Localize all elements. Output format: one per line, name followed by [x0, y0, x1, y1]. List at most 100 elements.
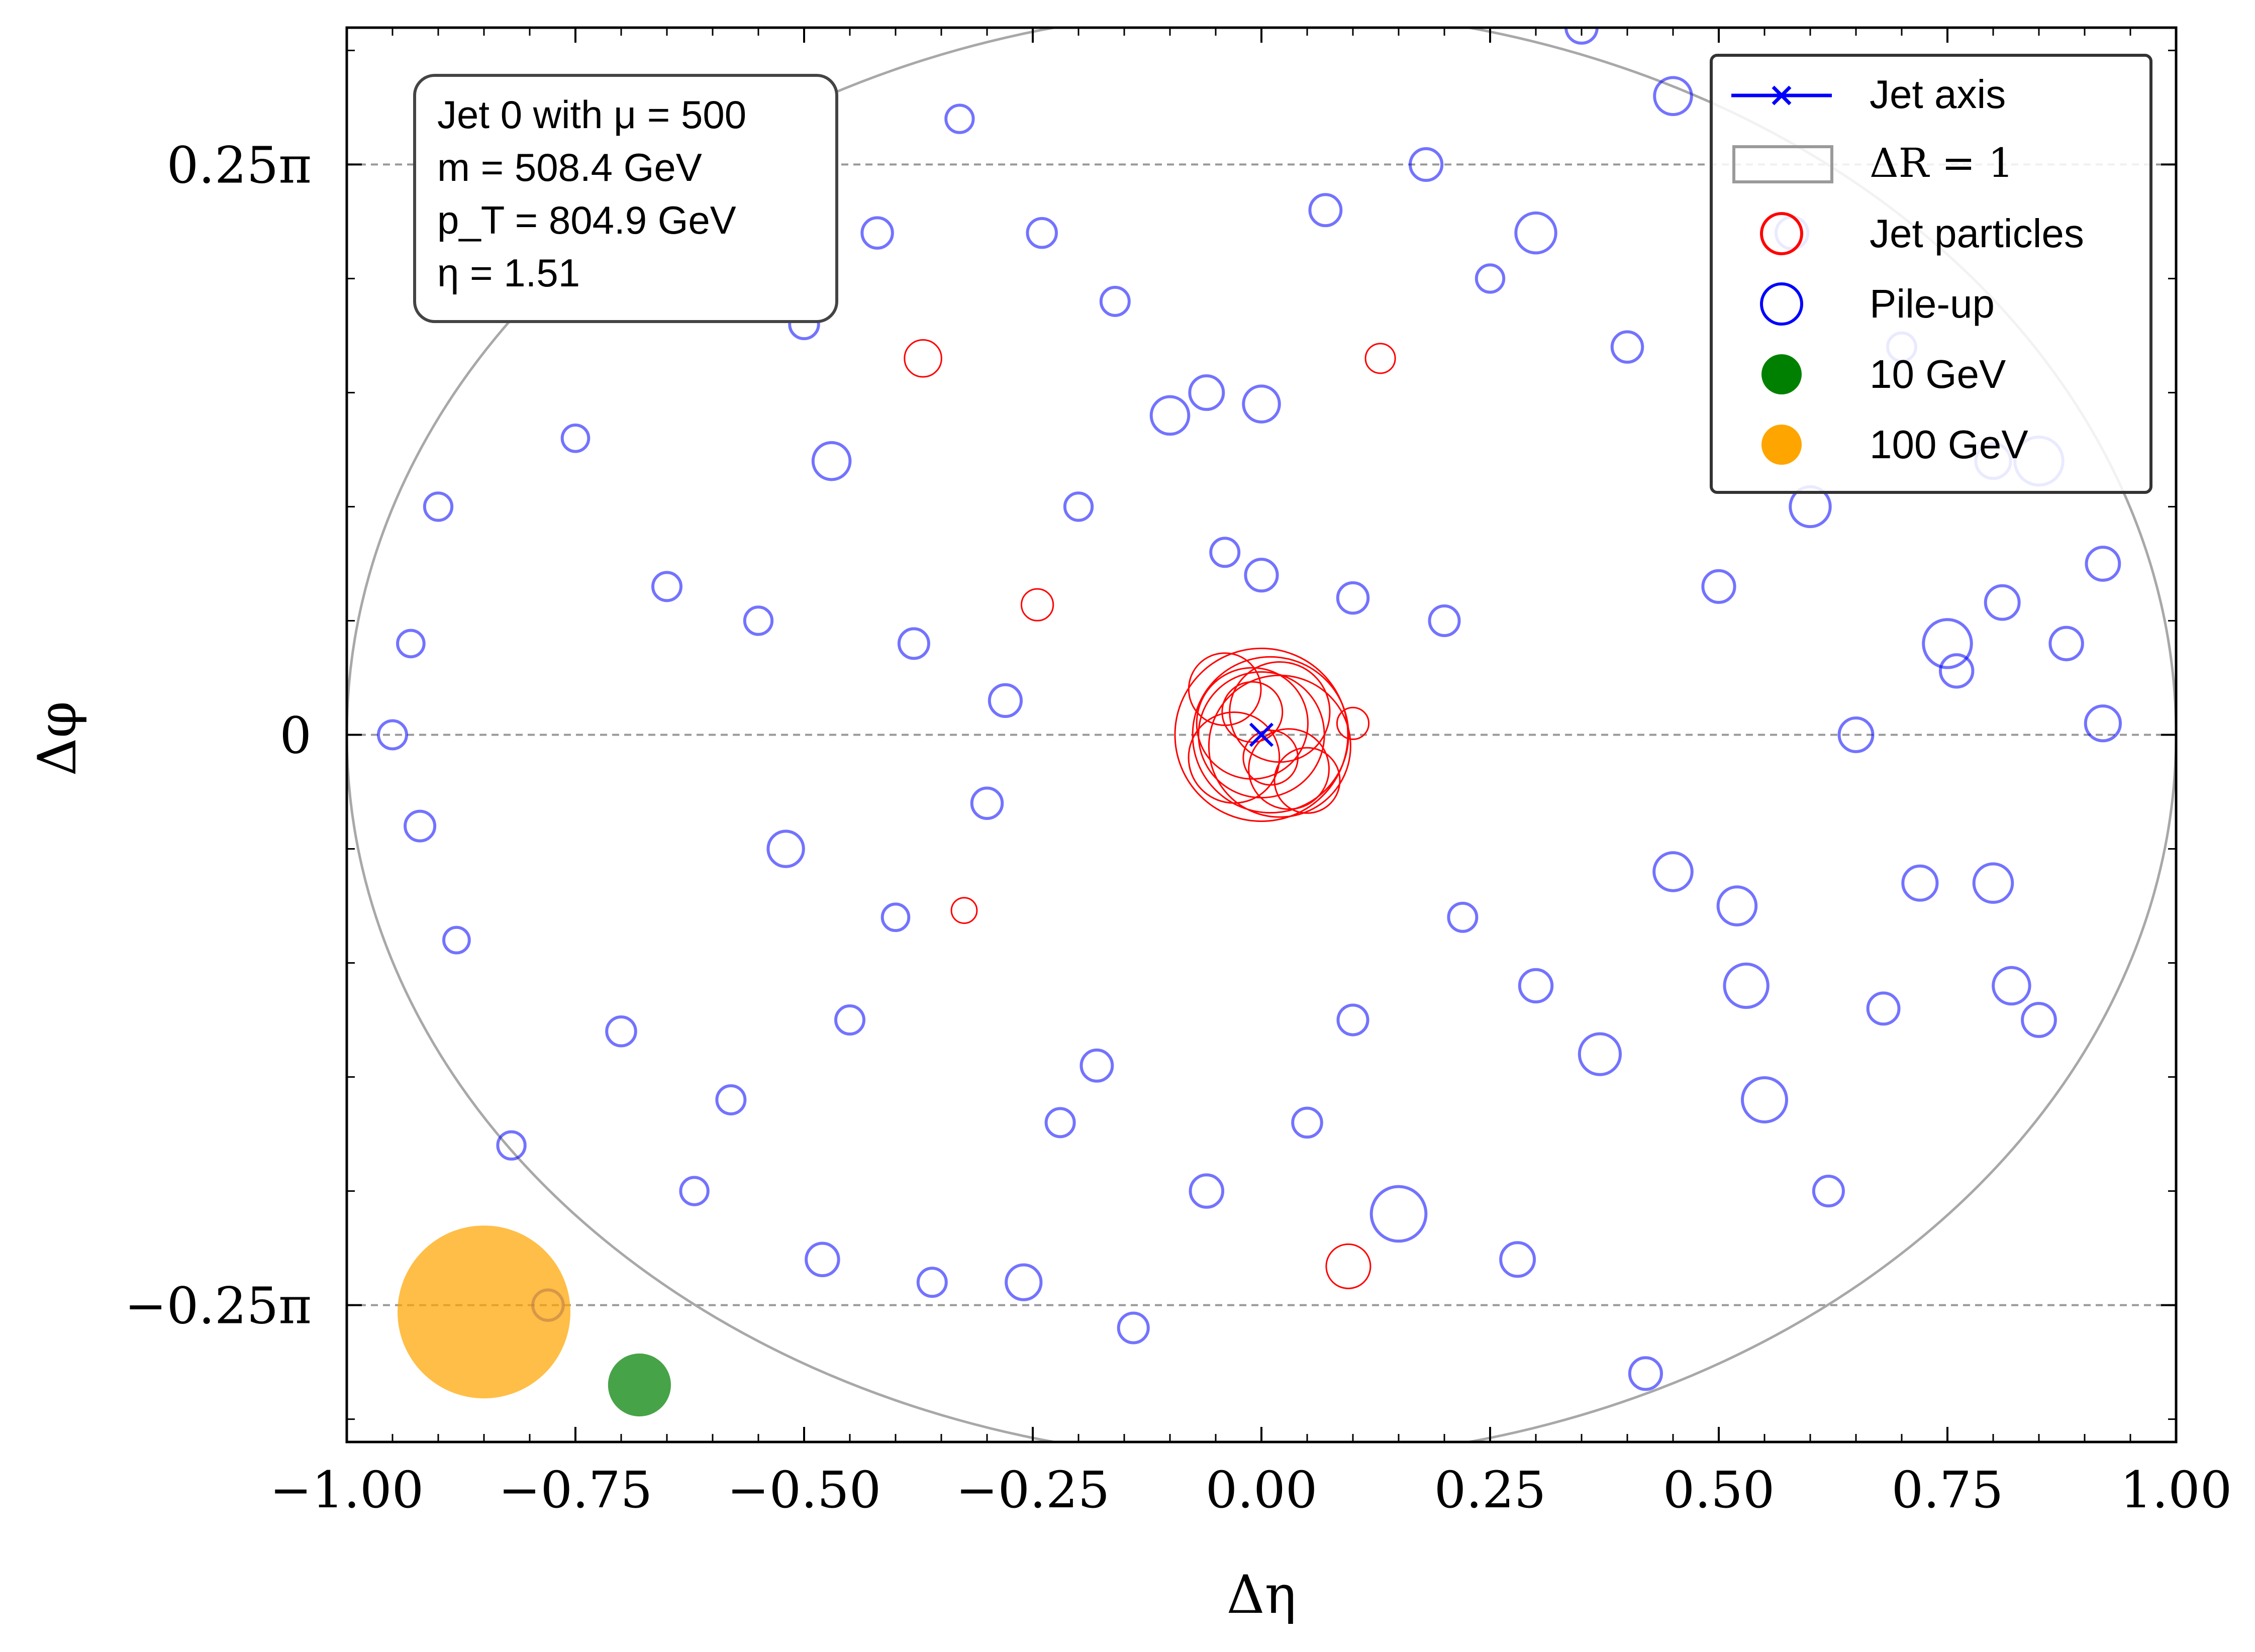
- pile-up-particle: [1628, 1356, 1663, 1391]
- pile-up-particle: [560, 423, 591, 453]
- pile-up-particle: [1812, 1175, 1845, 1208]
- legend-pile-up-marker: [1760, 282, 1803, 326]
- pile-up-particle: [1475, 263, 1506, 294]
- pile-up-particle: [970, 786, 1004, 820]
- y-tick-label: 0: [279, 706, 312, 765]
- info-line-1: Jet 0 with μ = 500: [437, 92, 746, 137]
- x-tick-label: −0.75: [499, 1461, 652, 1519]
- pile-up-particle: [1244, 558, 1279, 593]
- pile-up-particle: [1652, 851, 1694, 892]
- jet-particle: [1242, 730, 1299, 786]
- x-tick-label: 0.50: [1663, 1461, 1775, 1519]
- legend-10gev-marker: [1761, 354, 1802, 394]
- legend-delta-r-marker: [1732, 145, 1833, 183]
- x-tick-label: 1.00: [2120, 1461, 2232, 1519]
- pile-up-particle: [715, 1084, 747, 1115]
- pile-up-particle: [1723, 962, 1770, 1009]
- y-tick-label: 0.25π: [167, 136, 312, 194]
- jet-particle: [1021, 588, 1054, 622]
- x-tick-label: 0.25: [1434, 1461, 1546, 1519]
- legend-100gev-marker: [1761, 425, 1802, 465]
- y-axis-label: Δφ: [27, 701, 88, 776]
- pile-up-particle: [766, 830, 805, 868]
- pile-up-particle: [1099, 285, 1131, 317]
- reference-marker-100gev: [398, 1225, 570, 1399]
- pile-up-particle: [1308, 193, 1343, 228]
- pile-up-particle: [442, 925, 471, 955]
- legend-label-10gev: 10 GeV: [1870, 352, 2006, 396]
- pile-up-particle: [423, 491, 454, 522]
- pile-up-particle: [1901, 864, 1939, 902]
- pile-up-particle: [1336, 1003, 1369, 1037]
- pile-up-particle: [1938, 653, 1975, 689]
- pile-up-particle: [2021, 1002, 2057, 1038]
- x-tick-label: −1.00: [270, 1461, 424, 1519]
- jet-particle: [1192, 656, 1349, 814]
- pile-up-particle: [1716, 885, 1758, 926]
- pile-up-particle: [1242, 384, 1281, 424]
- pile-up-particle: [880, 902, 911, 933]
- legend-label-jet-axis: Jet axis: [1870, 72, 2006, 117]
- pile-up-particle: [679, 1176, 710, 1206]
- pile-up-particle: [897, 627, 930, 660]
- pile-up-particle: [1291, 1106, 1323, 1139]
- pile-up-particle: [1992, 966, 2031, 1006]
- pile-up-particle: [1447, 901, 1479, 933]
- info-box: Jet 0 with μ = 500 m = 508.4 GeV p_T = 8…: [413, 74, 838, 323]
- pile-up-particle: [1701, 569, 1736, 604]
- reference-marker-10gev: [608, 1353, 671, 1417]
- jet-particle: [904, 339, 942, 378]
- pile-up-particle: [1610, 330, 1644, 364]
- pile-up-particle: [1741, 1076, 1788, 1123]
- pile-up-particle: [496, 1130, 527, 1161]
- jet-axis-marker: [1249, 722, 1274, 747]
- x-axis-label: Δη: [1227, 1564, 1297, 1625]
- pile-up-particle: [944, 104, 975, 134]
- info-line-2: m = 508.4 GeV: [437, 145, 702, 189]
- pile-up-particle: [2084, 704, 2122, 743]
- pile-up-particle: [860, 216, 894, 250]
- pile-up-particle: [1044, 1107, 1076, 1139]
- pile-up-particle: [1972, 862, 2014, 904]
- info-line-4: η = 1.51: [437, 251, 580, 295]
- x-tick-label: 0.00: [1206, 1461, 1318, 1519]
- pile-up-particle: [1514, 211, 1557, 255]
- jet-particle: [1273, 747, 1341, 814]
- legend-jet-particles-marker: [1760, 212, 1803, 255]
- pile-up-particle: [1369, 1185, 1428, 1243]
- jet-particle: [1208, 674, 1351, 818]
- pile-up-particle: [1080, 1048, 1114, 1083]
- legend-jet-axis-marker: [1731, 85, 1832, 106]
- pile-up-particle: [1866, 991, 1901, 1026]
- pile-up-particle: [1564, 28, 1599, 45]
- pile-up-particle: [1922, 618, 1973, 669]
- pile-up-particle: [2048, 626, 2084, 662]
- x-tick-label: −0.25: [956, 1461, 1110, 1519]
- pile-up-particle: [2085, 546, 2121, 582]
- pile-up-particle: [1499, 1241, 1536, 1278]
- pile-up-particle: [811, 441, 852, 481]
- jet-particle: [1248, 728, 1330, 810]
- pile-up-particle: [605, 1015, 637, 1048]
- legend-label-100gev: 100 GeV: [1870, 422, 2028, 467]
- pile-up-particle: [1409, 147, 1444, 182]
- pile-up-particle: [1189, 1173, 1225, 1209]
- pile-up-particle: [1837, 716, 1875, 753]
- jet-particle: [1188, 711, 1281, 804]
- pile-up-particle: [834, 1004, 865, 1036]
- pile-up-particle: [916, 1267, 948, 1298]
- pile-up-particle: [396, 629, 426, 659]
- pile-up-particle: [1063, 491, 1094, 522]
- jet-particle: [1364, 343, 1396, 374]
- pile-up-particle: [1005, 1263, 1043, 1301]
- pile-up-particle: [743, 605, 774, 636]
- pile-up-particle: [1117, 1311, 1150, 1345]
- pile-up-particle: [1518, 968, 1554, 1004]
- legend-label-jet-particles: Jet particles: [1870, 211, 2084, 256]
- pile-up-particle: [1336, 581, 1370, 615]
- info-line-3: p_T = 804.9 GeV: [437, 198, 736, 242]
- pile-up-particle: [1984, 584, 2021, 621]
- pile-up-particle: [988, 683, 1023, 718]
- pile-up-particle: [1653, 76, 1693, 116]
